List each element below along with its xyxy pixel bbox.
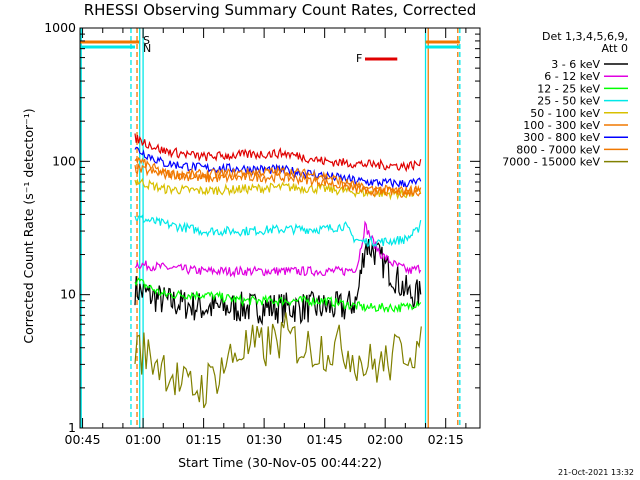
y-tick-label: 1 [68, 420, 76, 435]
x-tick-label: 02:15 [428, 432, 464, 447]
legend-label-50-100-kev: 50 - 100 keV [530, 107, 600, 120]
series-line-800-7000-kev [134, 162, 422, 197]
x-tick-label: 00:45 [65, 432, 101, 447]
y-tick-label: 10 [60, 287, 76, 302]
series-line-3-6-kev [134, 239, 422, 326]
legend-label-100-300-kev: 100 - 300 keV [523, 119, 600, 132]
flag-label-n: N [143, 42, 151, 55]
x-tick-label: 01:15 [186, 432, 222, 447]
x-tick-label: 01:30 [246, 432, 282, 447]
legend-label-6-12-kev: 6 - 12 keV [544, 70, 600, 83]
legend-header-line: Det 1,3,4,5,6,9, [542, 30, 628, 43]
y-tick-label: 100 [52, 153, 76, 168]
series-line-unlabeled-9 [134, 133, 422, 173]
series-line-7000-15000-kev [134, 312, 422, 409]
legend-label-800-7000-kev: 800 - 7000 keV [516, 143, 600, 156]
axes-frame [79, 27, 481, 429]
x-tick-label: 01:00 [125, 432, 161, 447]
legend-header-line: Att 0 [602, 42, 628, 55]
footer-date: 21-Oct-2021 13:32 [558, 468, 634, 477]
legend-label-25-50-kev: 25 - 50 keV [537, 95, 600, 108]
series-line-12-25-kev [134, 277, 422, 314]
x-axis-label: Start Time (30-Nov-05 00:44:22) [178, 455, 382, 470]
flag-label-s: S [143, 34, 150, 47]
y-tick-label: 1000 [44, 20, 76, 35]
x-tick-label: 02:00 [367, 432, 403, 447]
flag-label-f: F [356, 52, 362, 65]
x-tick-label: 01:45 [307, 432, 343, 447]
chart-title: RHESSI Observing Summary Count Rates, Co… [84, 1, 477, 19]
plot-area: SN F 1 10 100 1000 00:45 01:00 01:15 01:30 01:45 02… [44, 20, 481, 447]
y-axis-label: Corrected Count Rate (s⁻¹ detector⁻¹) [21, 108, 36, 343]
legend-label-12-25-kev: 12 - 25 keV [537, 82, 600, 95]
series-line-6-12-kev [134, 220, 422, 279]
legend-label-7000-15000-kev: 7000 - 15000 keV [502, 156, 600, 169]
legend-label-3-6-kev: 3 - 6 keV [551, 58, 600, 71]
legend-label-300-800-kev: 300 - 800 keV [523, 131, 600, 144]
series-line-100-300-kev [134, 156, 421, 198]
series-line-25-50-kev [134, 214, 422, 248]
